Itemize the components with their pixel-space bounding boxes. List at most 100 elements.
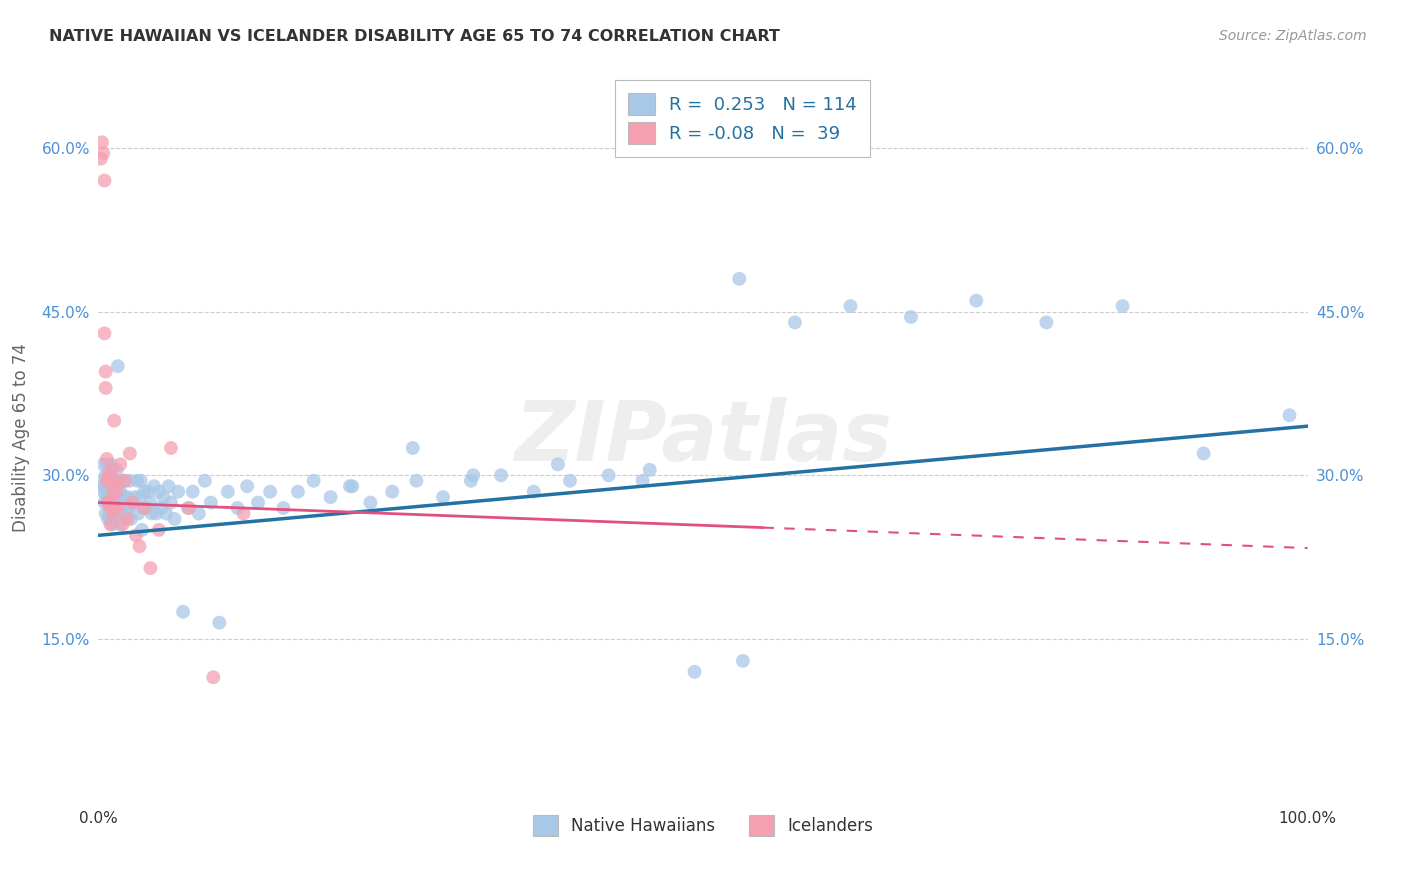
Text: Source: ZipAtlas.com: Source: ZipAtlas.com xyxy=(1219,29,1367,43)
Point xyxy=(287,484,309,499)
Point xyxy=(134,484,156,499)
Point xyxy=(136,484,159,499)
Point xyxy=(208,615,231,630)
Point xyxy=(360,495,382,509)
Point xyxy=(94,507,117,521)
Point xyxy=(143,479,166,493)
Point xyxy=(98,495,121,509)
Point xyxy=(94,468,117,483)
Text: NATIVE HAWAIIAN VS ICELANDER DISABILITY AGE 65 TO 74 CORRELATION CHART: NATIVE HAWAIIAN VS ICELANDER DISABILITY … xyxy=(49,29,780,44)
Point xyxy=(97,495,120,509)
Point xyxy=(148,484,170,499)
Point xyxy=(683,665,706,679)
Point xyxy=(319,490,342,504)
Point xyxy=(101,512,124,526)
Point xyxy=(125,528,148,542)
Point xyxy=(128,539,150,553)
Point xyxy=(93,495,115,509)
Point xyxy=(232,507,254,521)
Point xyxy=(145,507,167,521)
Point xyxy=(98,507,121,521)
Point xyxy=(111,474,134,488)
Point xyxy=(172,605,194,619)
Point xyxy=(381,484,404,499)
Point xyxy=(93,173,115,187)
Point xyxy=(127,507,149,521)
Point xyxy=(98,474,121,488)
Point xyxy=(108,507,131,521)
Point xyxy=(179,501,201,516)
Point xyxy=(405,474,427,488)
Point xyxy=(463,468,485,483)
Point xyxy=(259,484,281,499)
Point xyxy=(97,495,120,509)
Text: ZIPatlas: ZIPatlas xyxy=(515,397,891,477)
Point xyxy=(728,272,751,286)
Point xyxy=(187,507,209,521)
Point xyxy=(104,479,127,493)
Point xyxy=(177,501,200,516)
Point xyxy=(91,146,114,161)
Point xyxy=(489,468,512,483)
Point xyxy=(108,517,131,532)
Point xyxy=(97,468,120,483)
Point xyxy=(135,501,157,516)
Point xyxy=(194,474,217,488)
Point xyxy=(114,474,136,488)
Point xyxy=(108,458,131,472)
Point xyxy=(100,458,122,472)
Point xyxy=(118,474,141,488)
Point xyxy=(523,484,546,499)
Point xyxy=(118,501,141,516)
Point xyxy=(96,451,118,466)
Point xyxy=(100,512,122,526)
Point xyxy=(107,359,129,373)
Legend: Native Hawaiians, Icelanders: Native Hawaiians, Icelanders xyxy=(523,805,883,846)
Point xyxy=(110,495,132,509)
Point xyxy=(1278,409,1301,423)
Point xyxy=(100,501,122,516)
Point xyxy=(558,474,581,488)
Point xyxy=(100,479,122,493)
Point xyxy=(631,474,654,488)
Point xyxy=(236,479,259,493)
Point xyxy=(121,495,143,509)
Point xyxy=(202,670,225,684)
Point xyxy=(302,474,325,488)
Point xyxy=(100,490,122,504)
Point xyxy=(731,654,754,668)
Point xyxy=(638,463,661,477)
Point xyxy=(100,468,122,483)
Point xyxy=(108,479,131,493)
Y-axis label: Disability Age 65 to 74: Disability Age 65 to 74 xyxy=(13,343,31,532)
Point xyxy=(100,517,122,532)
Point xyxy=(460,474,482,488)
Point xyxy=(128,490,150,504)
Point xyxy=(96,474,118,488)
Point xyxy=(97,474,120,488)
Point xyxy=(101,507,124,521)
Point xyxy=(1035,315,1057,329)
Point xyxy=(101,495,124,509)
Point xyxy=(139,495,162,509)
Point xyxy=(94,365,117,379)
Point xyxy=(273,501,295,516)
Point xyxy=(93,326,115,341)
Point xyxy=(100,517,122,532)
Point xyxy=(115,507,138,521)
Point xyxy=(111,507,134,521)
Point xyxy=(226,501,249,516)
Point xyxy=(127,474,149,488)
Point xyxy=(121,495,143,509)
Point xyxy=(98,484,121,499)
Point xyxy=(101,479,124,493)
Point xyxy=(124,490,146,504)
Point xyxy=(90,152,112,166)
Point xyxy=(114,474,136,488)
Point xyxy=(1192,446,1215,460)
Point xyxy=(167,484,190,499)
Point xyxy=(103,414,125,428)
Point xyxy=(112,490,135,504)
Point xyxy=(91,458,114,472)
Point xyxy=(96,458,118,472)
